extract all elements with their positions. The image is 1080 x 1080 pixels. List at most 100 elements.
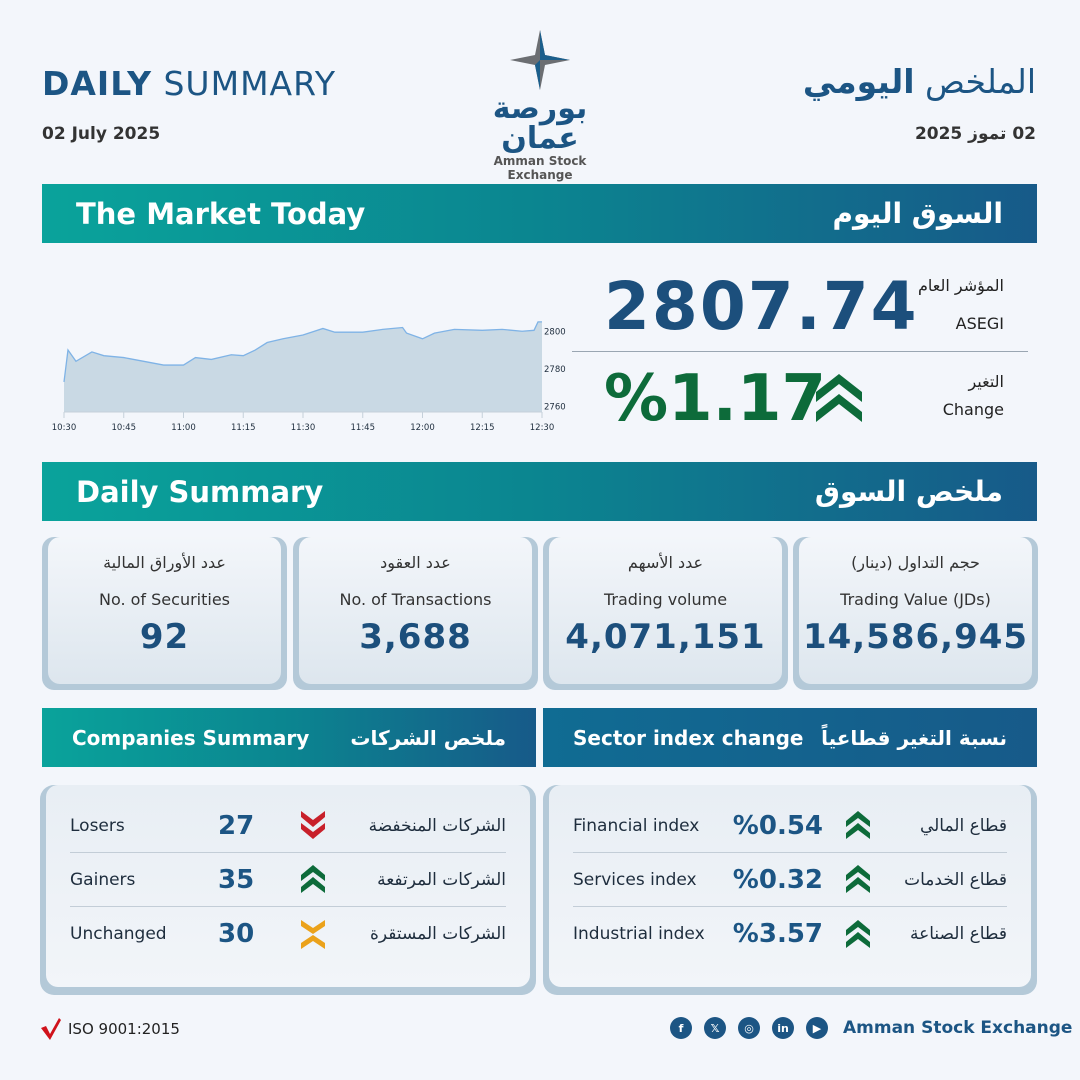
- sector-index-banner: Sector index change نسبة التغير قطاعياً: [543, 708, 1037, 767]
- logo-ar: بورصة عمان: [492, 91, 588, 156]
- card-label-en: No. of Securities: [98, 590, 230, 609]
- index-label-en: ASEGI: [955, 314, 1004, 333]
- banner-title-en: The Market Today: [76, 196, 366, 231]
- row-label-ar: قطاع الصناعة: [909, 924, 1007, 944]
- double-chevron-up-icon: [301, 865, 325, 893]
- sector-row: Industrial index %3.57 قطاع الصناعة: [573, 907, 1007, 961]
- logo-en: Amman Stock Exchange: [493, 154, 587, 182]
- row-label-en: Unchanged: [70, 924, 167, 944]
- ase-logo: بورصة عمان Amman Stock Exchange: [470, 30, 610, 182]
- row-value: %0.32: [732, 864, 823, 895]
- x-tick-label: 11:15: [231, 423, 256, 433]
- row-label-ar: الشركات المستقرة: [369, 924, 506, 944]
- card-value: 92: [139, 617, 190, 657]
- facebook-icon[interactable]: f: [670, 1017, 692, 1039]
- row-value: 35: [218, 864, 255, 895]
- change-value: %1.17: [604, 362, 827, 436]
- row-label-en: Financial index: [573, 815, 700, 836]
- x-tick-label: 11:30: [291, 423, 316, 433]
- companies-summary-banner: Companies Summary ملخص الشركات: [42, 708, 536, 767]
- banner-title-ar: ملخص السوق: [814, 475, 1003, 508]
- card-label-en: Trading volume: [603, 590, 728, 609]
- title-ar: الملخص اليومي: [802, 62, 1036, 101]
- daily-summary-banner: Daily Summary ملخص السوق: [42, 462, 1037, 521]
- divider: [572, 351, 1028, 352]
- companies-panel: Losers 27 الشركات المنخفضة Gainers 35 ال…: [40, 785, 536, 995]
- double-chevron-up-icon: [846, 919, 870, 948]
- double-chevron-down-icon: [301, 811, 325, 839]
- y-tick-label: 2760: [544, 402, 566, 412]
- row-value: %0.54: [732, 810, 823, 841]
- linkedin-icon[interactable]: in: [772, 1017, 794, 1039]
- row-label-ar: قطاع المالي: [919, 815, 1007, 836]
- row-label-ar: الشركات المنخفضة: [368, 815, 506, 836]
- sector-row: Services index %0.32 قطاع الخدمات: [573, 853, 1007, 907]
- row-label-ar: الشركات المرتفعة: [377, 869, 506, 890]
- banner-title-ar: ملخص الشركات: [350, 725, 506, 750]
- stat-card: عدد العقود No. of Transactions 3,688: [293, 537, 538, 690]
- stat-card: عدد الأوراق المالية No. of Securities 92: [42, 537, 287, 690]
- company-row: Losers 27 الشركات المنخفضة: [70, 799, 506, 853]
- card-value: 4,071,151: [565, 617, 766, 657]
- x-tick-label: 10:30: [52, 423, 77, 433]
- x-tick-label: 10:45: [112, 423, 137, 433]
- sector-row: Financial index %0.54 قطاع المالي: [573, 799, 1007, 853]
- x-tick-label: 12:00: [410, 423, 435, 433]
- row-value: 30: [218, 919, 255, 949]
- x-icon[interactable]: 𝕏: [704, 1017, 726, 1039]
- x-tick-label: 12:30: [530, 423, 555, 433]
- star-logo-icon: [510, 30, 570, 90]
- card-label-ar: حجم التداول (دينار): [851, 553, 980, 572]
- change-label-en: Change: [942, 400, 1004, 419]
- title-en: DAILY SUMMARY: [42, 64, 337, 103]
- y-tick-label: 2800: [544, 327, 566, 337]
- x-tick-label: 11:00: [171, 423, 196, 433]
- stat-card: حجم التداول (دينار) Trading Value (JDs) …: [793, 537, 1038, 690]
- banner-title-en: Companies Summary: [72, 725, 310, 750]
- row-label-ar: قطاع الخدمات: [904, 869, 1007, 890]
- row-label-en: Services index: [573, 869, 697, 890]
- row-value: 27: [218, 810, 255, 841]
- company-row: Gainers 35 الشركات المرتفعة: [70, 853, 506, 907]
- footer-brand: Amman Stock Exchange: [843, 1018, 1073, 1038]
- index-value: 2807.74: [604, 268, 919, 345]
- double-chevron-up-icon: [846, 811, 870, 839]
- date-en: 02 July 2025: [42, 124, 161, 144]
- row-label-en: Industrial index: [573, 924, 705, 944]
- banner-title-en: Sector index change: [573, 725, 804, 750]
- date-ar: 02 تموز 2025: [914, 124, 1036, 144]
- youtube-icon[interactable]: ▶: [806, 1017, 828, 1039]
- banner-title-ar: السوق اليوم: [832, 197, 1003, 230]
- iso-text: ISO 9001:2015: [68, 1020, 180, 1038]
- x-tick-label: 12:15: [470, 423, 495, 433]
- row-value: %3.57: [732, 919, 823, 949]
- double-chevron-up-icon: [816, 374, 862, 422]
- card-label-en: Trading Value (JDs): [840, 590, 991, 609]
- card-label-ar: عدد الأوراق المالية: [103, 553, 226, 572]
- double-chevron-up-icon: [846, 865, 870, 893]
- card-label-en: No. of Transactions: [339, 590, 492, 609]
- company-row: Unchanged 30 الشركات المستقرة: [70, 907, 506, 961]
- index-line: [63, 321, 542, 383]
- stat-card: عدد الأسهم Trading volume 4,071,151: [543, 537, 788, 690]
- index-chart: 10:30 10:45 11:00 11:15 11:30 11:45 12:00 12:15…: [52, 321, 566, 433]
- row-label-en: Losers: [70, 815, 125, 836]
- sectors-panel: Financial index %0.54 قطاع المالي Servic…: [543, 785, 1037, 995]
- banner-title-ar: نسبة التغير قطاعياً: [821, 725, 1007, 750]
- iso-badge: ISO 9001:2015: [40, 1018, 180, 1040]
- instagram-icon[interactable]: ◎: [738, 1017, 760, 1039]
- card-label-ar: عدد الأسهم: [627, 553, 704, 572]
- y-tick-label: 2780: [544, 365, 566, 375]
- unchanged-chevrons-icon: [301, 919, 325, 949]
- market-today-banner: The Market Today السوق اليوم: [42, 184, 1037, 243]
- index-label-ar: المؤشر العام: [918, 276, 1004, 295]
- banner-title-en: Daily Summary: [76, 474, 324, 509]
- area-fill: [64, 321, 542, 412]
- checkmark-icon: [41, 1018, 61, 1040]
- card-value: 3,688: [359, 617, 472, 657]
- x-tick-label: 11:45: [351, 423, 376, 433]
- card-value: 14,586,945: [802, 617, 1029, 657]
- change-label-ar: التغير: [968, 372, 1004, 391]
- row-label-en: Gainers: [70, 869, 136, 890]
- card-label-ar: عدد العقود: [380, 553, 451, 572]
